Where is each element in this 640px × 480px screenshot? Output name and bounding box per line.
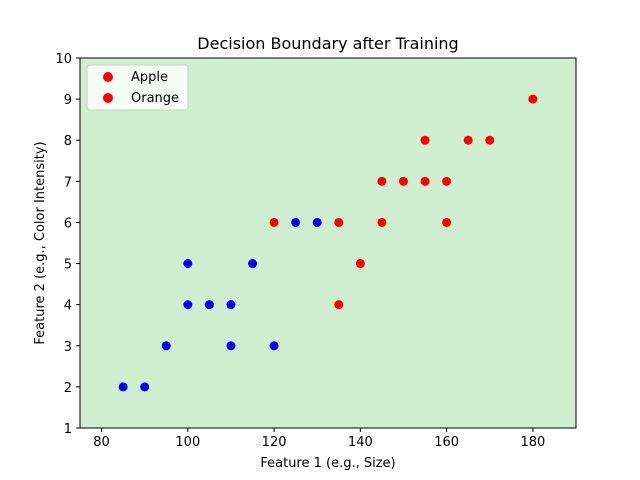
data-point-apple xyxy=(420,135,430,145)
x-tick-label: 80 xyxy=(93,435,110,450)
x-tick-label: 160 xyxy=(434,435,459,450)
data-point-orange xyxy=(140,382,150,392)
x-axis-label: Feature 1 (e.g., Size) xyxy=(260,456,395,471)
data-point-apple xyxy=(269,217,279,227)
data-point-apple xyxy=(528,94,538,104)
x-tick-label: 140 xyxy=(348,435,373,450)
legend-marker-orange xyxy=(103,93,113,103)
data-point-apple xyxy=(485,135,495,145)
axis-ticks: 80 100 120 140 160 180 1 2 3 4 5 6 7 8 9 10 xyxy=(55,52,545,450)
y-tick-label: 8 xyxy=(64,134,72,149)
data-point-orange xyxy=(118,382,128,392)
data-point-apple xyxy=(442,217,452,227)
y-tick-label: 5 xyxy=(64,258,72,273)
x-tick-label: 100 xyxy=(175,435,200,450)
legend-label-apple: Apple xyxy=(131,70,168,85)
x-tick-label: 120 xyxy=(262,435,287,450)
data-point-orange xyxy=(269,341,279,351)
data-point-orange xyxy=(312,217,322,227)
y-tick-label: 4 xyxy=(64,299,72,314)
data-point-apple xyxy=(463,135,473,145)
data-point-orange xyxy=(291,217,301,227)
plot-frame xyxy=(79,57,577,429)
data-point-orange xyxy=(183,300,193,310)
y-tick-label: 7 xyxy=(64,175,72,190)
y-tick-label: 9 xyxy=(64,93,72,108)
legend: Apple Orange xyxy=(86,64,189,111)
data-point-orange xyxy=(204,300,214,310)
data-point-orange xyxy=(226,300,236,310)
data-point-orange xyxy=(161,341,171,351)
legend-marker-apple xyxy=(103,72,113,82)
data-point-apple xyxy=(377,176,387,186)
y-axis-label: Feature 2 (e.g., Color Intensity) xyxy=(33,141,48,344)
y-tick-label: 10 xyxy=(55,52,72,67)
data-points xyxy=(118,94,538,392)
legend-label-orange: Orange xyxy=(131,91,179,106)
data-point-apple xyxy=(355,259,365,269)
data-point-orange xyxy=(183,259,193,269)
y-tick-label: 6 xyxy=(64,216,72,231)
chart-title: Decision Boundary after Training xyxy=(197,34,458,53)
data-point-apple xyxy=(377,217,387,227)
data-point-orange xyxy=(248,259,258,269)
x-tick-label: 180 xyxy=(520,435,545,450)
data-point-apple xyxy=(334,217,344,227)
data-point-apple xyxy=(420,176,430,186)
y-tick-label: 2 xyxy=(64,381,72,396)
plot-area xyxy=(80,58,576,428)
data-point-apple xyxy=(398,176,408,186)
data-point-apple xyxy=(442,176,452,186)
data-point-orange xyxy=(226,341,236,351)
y-tick-label: 3 xyxy=(64,340,72,355)
data-point-apple xyxy=(334,300,344,310)
y-tick-label: 1 xyxy=(64,422,72,437)
